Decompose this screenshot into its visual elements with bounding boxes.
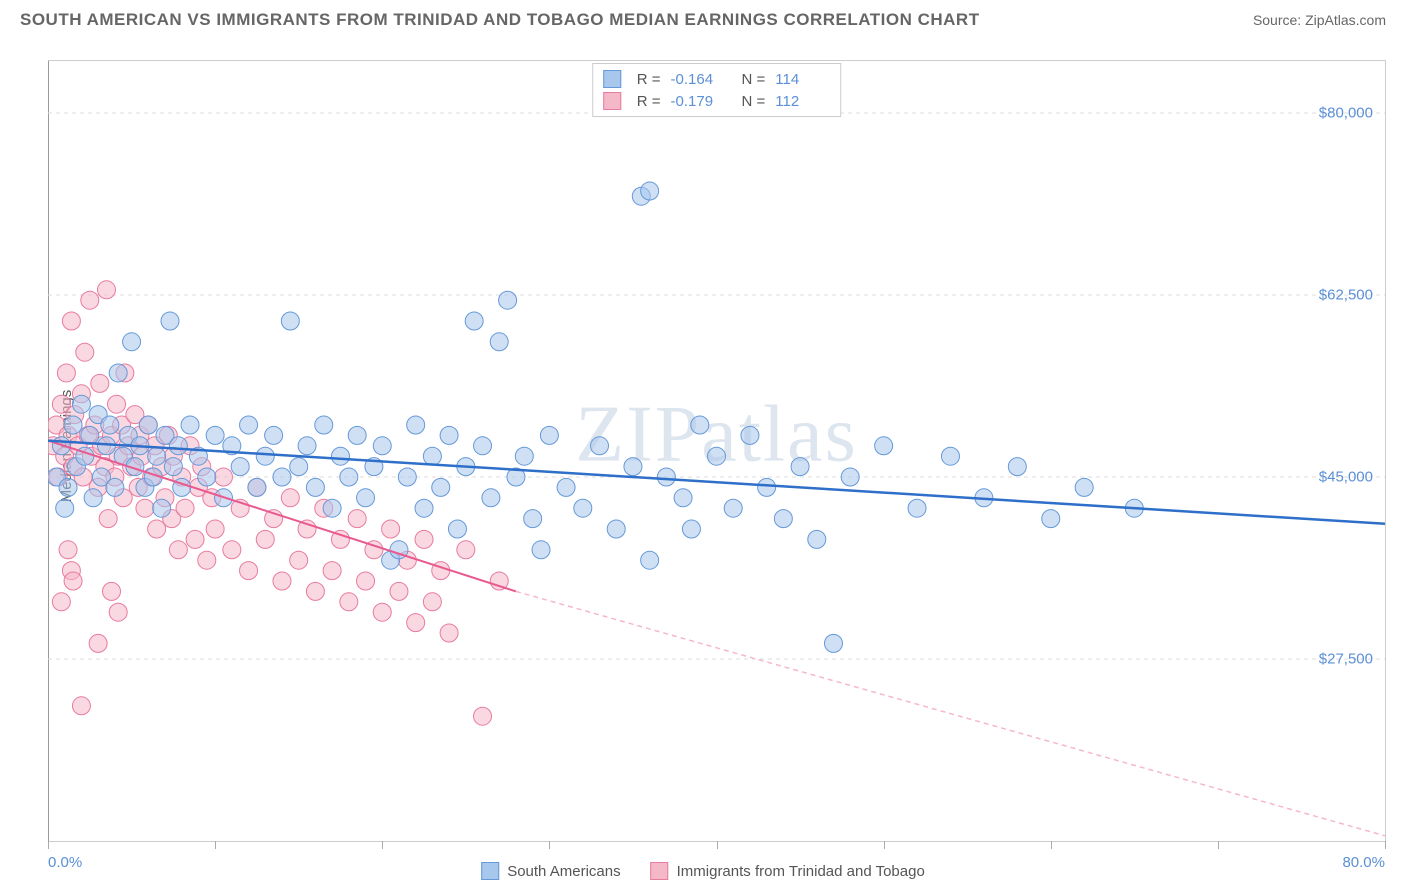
swatch-series-a — [603, 70, 621, 88]
x-axis-start-label: 0.0% — [48, 854, 82, 871]
x-tick — [717, 841, 718, 849]
y-tick-label: $45,000 — [1319, 469, 1373, 486]
y-tick-label: $80,000 — [1319, 105, 1373, 122]
y-tick-label: $62,500 — [1319, 287, 1373, 304]
x-tick — [1218, 841, 1219, 849]
swatch-series-b — [603, 92, 621, 110]
source-label: Source: ZipAtlas.com — [1253, 12, 1386, 28]
swatch-a — [481, 862, 499, 880]
y-tick-label: $27,500 — [1319, 651, 1373, 668]
x-tick — [1385, 841, 1386, 849]
x-tick — [1051, 841, 1052, 849]
stats-row-series-a: R = -0.164 N = 114 — [603, 68, 831, 90]
chart-area: R = -0.164 N = 114 R = -0.179 N = 112 ZI… — [48, 60, 1386, 842]
legend-label-b: Immigrants from Trinidad and Tobago — [677, 863, 925, 880]
x-tick — [215, 841, 216, 849]
bottom-legend: South Americans Immigrants from Trinidad… — [481, 862, 925, 880]
n-label: N = — [742, 71, 766, 88]
x-tick — [884, 841, 885, 849]
r-value-b: -0.179 — [671, 93, 726, 110]
legend-item-a: South Americans — [481, 862, 620, 880]
n-value-b: 112 — [775, 93, 830, 110]
n-label: N = — [742, 93, 766, 110]
chart-title: SOUTH AMERICAN VS IMMIGRANTS FROM TRINID… — [20, 10, 980, 30]
r-value-a: -0.164 — [671, 71, 726, 88]
stats-row-series-b: R = -0.179 N = 112 — [603, 90, 831, 112]
x-tick — [48, 841, 49, 849]
x-tick — [549, 841, 550, 849]
x-tick — [382, 841, 383, 849]
stats-legend: R = -0.164 N = 114 R = -0.179 N = 112 — [592, 63, 842, 117]
header: SOUTH AMERICAN VS IMMIGRANTS FROM TRINID… — [0, 0, 1406, 35]
x-axis-end-label: 80.0% — [1342, 854, 1385, 871]
swatch-b — [651, 862, 669, 880]
legend-item-b: Immigrants from Trinidad and Tobago — [651, 862, 925, 880]
n-value-a: 114 — [775, 71, 830, 88]
r-label: R = — [637, 71, 661, 88]
r-label: R = — [637, 93, 661, 110]
scatter-plot — [48, 61, 1385, 841]
legend-label-a: South Americans — [507, 863, 620, 880]
